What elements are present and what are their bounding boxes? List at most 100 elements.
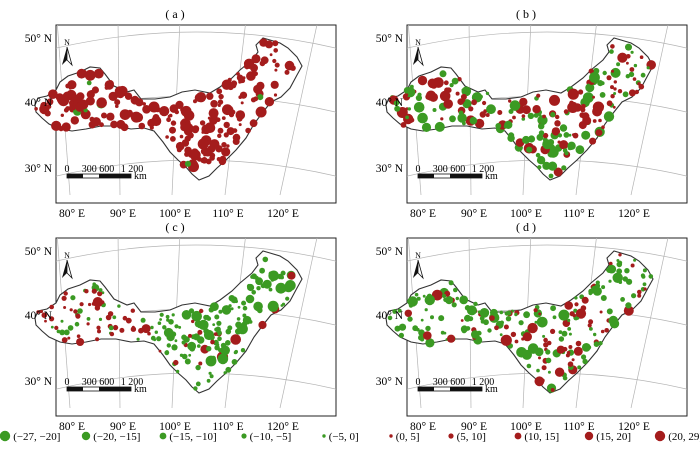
station-point (593, 341, 600, 347)
lon-label: 80° E (59, 421, 85, 433)
station-point (108, 325, 114, 331)
station-point (267, 300, 279, 312)
station-point (628, 89, 636, 97)
station-point (439, 90, 451, 102)
station-point (273, 48, 279, 53)
svg-text:1 200: 1 200 (472, 164, 495, 175)
station-point (70, 116, 80, 125)
station-point (439, 70, 447, 78)
station-point (54, 325, 59, 330)
station-point (46, 98, 54, 106)
station-point (107, 311, 114, 317)
station-point (156, 336, 162, 342)
station-point (417, 75, 428, 86)
station-point (242, 305, 248, 311)
station-point (508, 99, 512, 103)
station-point (194, 93, 204, 102)
station-point (167, 114, 171, 118)
station-point (549, 94, 560, 106)
station-point (232, 128, 238, 133)
station-point (253, 71, 258, 77)
station-point (153, 338, 157, 342)
lon-label: 80° E (410, 208, 436, 220)
station-point (553, 167, 563, 177)
station-point (86, 317, 91, 321)
station-point (432, 108, 437, 112)
north-label: N (415, 251, 421, 260)
station-point (540, 379, 544, 383)
station-point (97, 291, 103, 297)
station-point (524, 312, 529, 317)
station-point (184, 358, 191, 365)
station-point (527, 112, 535, 120)
station-point (617, 89, 623, 94)
station-point (101, 112, 107, 119)
station-points (387, 253, 654, 393)
legend-marker (448, 433, 454, 439)
station-point (568, 332, 572, 336)
station-point (228, 295, 235, 302)
station-point (206, 378, 211, 383)
station-point (80, 109, 91, 120)
station-point (210, 339, 215, 345)
lon-label: 100° E (159, 421, 191, 433)
station-point (581, 296, 589, 304)
station-point (574, 302, 579, 307)
station-point (84, 289, 89, 294)
station-point (573, 346, 583, 356)
station-point (86, 80, 92, 86)
station-point (588, 288, 594, 295)
legend-label: (15, 20] (596, 431, 631, 443)
station-point (625, 74, 630, 79)
station-point (398, 332, 404, 338)
station-point (420, 318, 424, 322)
station-point (112, 315, 117, 320)
station-point (608, 261, 613, 266)
station-point (603, 111, 615, 122)
station-point (50, 325, 54, 329)
station-point (180, 107, 185, 113)
station-point (461, 327, 467, 334)
lon-label: 100° E (159, 208, 191, 220)
station-point (270, 278, 275, 282)
station-point (572, 313, 576, 318)
station-point (210, 302, 219, 311)
station-point (127, 109, 133, 116)
station-point (75, 313, 81, 319)
station-point (533, 308, 538, 313)
station-point (61, 295, 67, 301)
station-point (536, 93, 541, 98)
station-point (554, 367, 565, 377)
station-point (578, 121, 587, 130)
station-point (581, 130, 591, 140)
station-point (522, 135, 530, 144)
north-arrow-icon: N (62, 251, 73, 280)
station-point (117, 304, 121, 308)
svg-text:0: 0 (65, 377, 70, 388)
map-panel-c: ( c ) 50° N 40° N 30° N 80° E 90° E 100° E 110°… (25, 220, 337, 433)
station-point (170, 120, 177, 126)
station-point (60, 113, 64, 118)
station-point (550, 328, 556, 334)
station-point (188, 333, 192, 338)
station-point (181, 334, 187, 341)
station-points (389, 43, 656, 179)
station-point (212, 323, 216, 326)
station-point (176, 147, 182, 153)
station-point (197, 336, 205, 344)
station-point (538, 123, 545, 130)
station-point (36, 310, 40, 314)
station-point (597, 80, 604, 87)
lon-label: 120° E (267, 208, 299, 220)
station-point (567, 88, 579, 100)
station-point (568, 133, 572, 137)
station-point (112, 324, 119, 331)
station-point (96, 97, 107, 108)
station-point (551, 127, 561, 136)
station-point (558, 309, 570, 321)
panel-title: ( d ) (516, 220, 536, 234)
station-point (235, 110, 246, 120)
station-point (582, 358, 588, 365)
station-point (443, 99, 453, 109)
